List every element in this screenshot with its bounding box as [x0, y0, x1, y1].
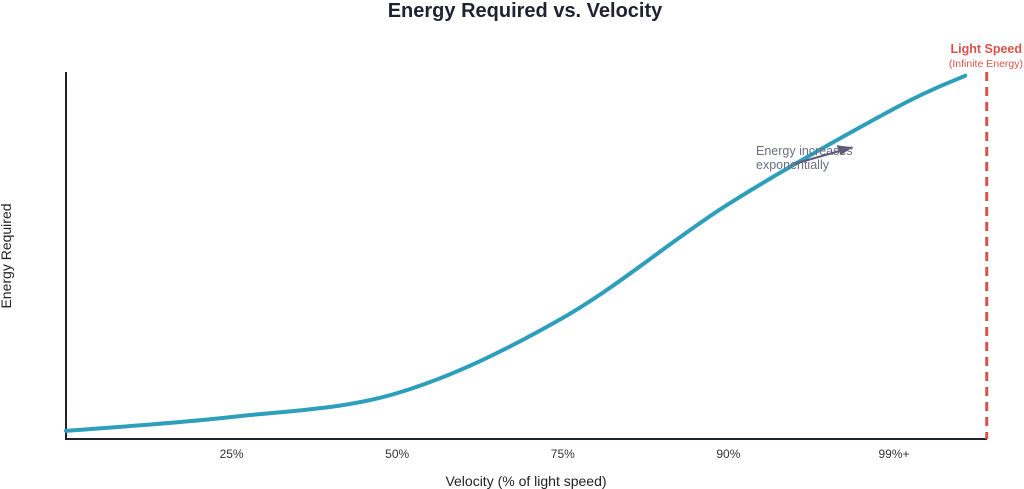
x-axis-label: Velocity (% of light speed) — [445, 473, 606, 489]
light-speed-label: Light Speed — [950, 42, 1022, 56]
x-tick-label: 50% — [385, 447, 409, 461]
y-axis-label: Energy Required — [0, 203, 14, 308]
x-tick-label: 99%+ — [878, 447, 909, 461]
x-tick-label: 75% — [551, 447, 575, 461]
annotation-line2: exponentially — [756, 158, 830, 172]
annotation-arrowhead — [836, 145, 853, 156]
x-tick-label: 25% — [220, 447, 244, 461]
energy-curve — [64, 73, 968, 433]
light-speed-sublabel: (Infinite Energy) — [949, 58, 1023, 70]
chart-title: Energy Required vs. Velocity — [388, 0, 663, 22]
x-tick-label: 90% — [716, 447, 740, 461]
